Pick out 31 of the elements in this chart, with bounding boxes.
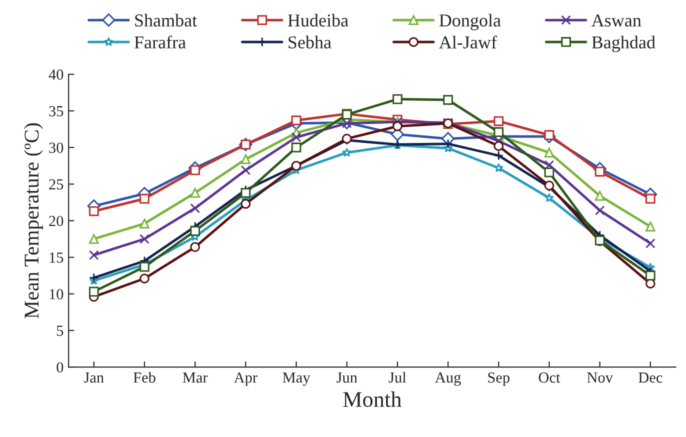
y-tick-label: 10	[50, 289, 64, 300]
x-tick-label: Aug	[435, 372, 461, 386]
y-tick-label: 15	[50, 252, 64, 263]
legend-label: Shambat	[135, 14, 198, 27]
legend-label: Baghdad	[592, 36, 656, 52]
x-tick-label: May	[282, 372, 310, 386]
legend-label: Sebha	[288, 36, 332, 48]
legend-label: Farafra	[134, 36, 186, 48]
y-axis-title: Mean Temperature (ºC)	[24, 123, 43, 318]
x-axis-title: Month	[343, 391, 402, 407]
legend-label: Aswan	[591, 14, 642, 27]
y-tick-label: 25	[49, 179, 64, 190]
y-tick-label: 35	[49, 106, 64, 116]
x-tick-label: Jun	[336, 372, 358, 383]
y-tick-label: 5	[56, 326, 64, 336]
y-tick-label: 0	[56, 362, 64, 373]
legend-label: Dongola	[439, 14, 501, 30]
x-tick-label: Nov	[587, 372, 613, 383]
y-tick-label: 40	[48, 69, 64, 80]
x-tick-label: Jul	[388, 372, 406, 383]
x-tick-label: Apr	[234, 372, 258, 386]
x-tick-label: Dec	[638, 372, 662, 383]
legend-label: Hudeiba	[288, 14, 348, 27]
x-tick-label: Oct	[538, 372, 560, 383]
x-tick-label: Jan	[84, 372, 104, 383]
y-tick-label: 20	[49, 216, 64, 226]
x-tick-label: Mar	[182, 372, 208, 383]
x-tick-label: Feb	[133, 372, 156, 383]
y-tick-label: 30	[49, 142, 64, 153]
x-tick-label: Sep	[488, 372, 510, 386]
legend-label: Al-Jawf	[439, 36, 498, 49]
